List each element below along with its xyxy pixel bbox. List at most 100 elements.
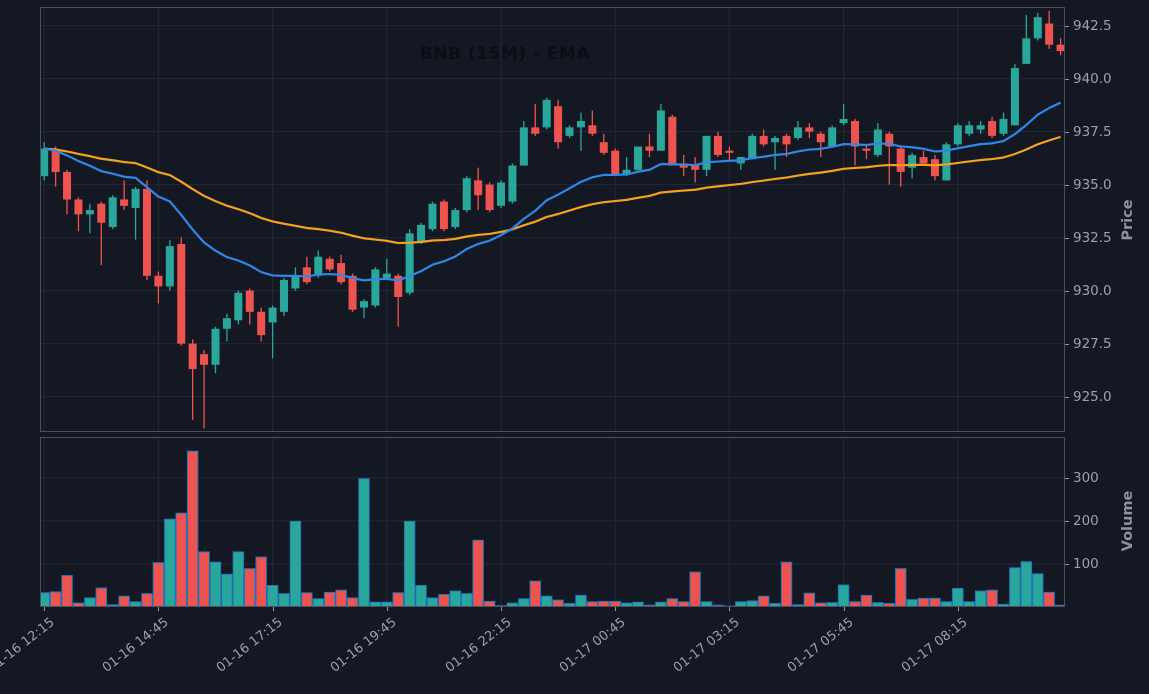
candle-body xyxy=(828,127,837,147)
volume-bar xyxy=(449,590,462,607)
x-tick-label: 01-16 12:15 xyxy=(0,615,58,676)
candle-body xyxy=(439,201,448,230)
volume-bar xyxy=(529,580,541,607)
candle-body xyxy=(725,150,734,153)
candle-body xyxy=(839,118,848,124)
volume-panel-border xyxy=(40,437,1065,607)
ema-fast-line xyxy=(43,101,1062,282)
price-tick-label: 942.5 xyxy=(1073,17,1112,34)
candle-body xyxy=(1056,44,1065,52)
volume-bar xyxy=(837,584,850,607)
x-tick-label: 01-17 05:45 xyxy=(785,615,857,676)
price-tick-label: 940.0 xyxy=(1073,70,1112,87)
candle-body xyxy=(1010,68,1019,126)
volume-bar xyxy=(757,595,770,607)
x-tick-label: 01-16 19:45 xyxy=(328,615,401,676)
candle-body xyxy=(771,138,780,143)
candle-body xyxy=(417,224,426,242)
candle-body xyxy=(177,243,186,344)
candle-body xyxy=(862,148,871,151)
candle-body xyxy=(599,142,608,153)
volume-bar xyxy=(518,598,530,607)
candle-body xyxy=(211,328,220,365)
volume-bar xyxy=(186,450,199,607)
candle-body xyxy=(63,171,72,200)
volume-bar xyxy=(415,584,427,607)
volume-bar xyxy=(1043,591,1055,607)
volume-bar xyxy=(95,587,107,607)
candle-body xyxy=(634,146,643,170)
volume-tick-mark xyxy=(1065,563,1069,565)
x-tick-mark xyxy=(615,607,617,611)
price-panel-border xyxy=(40,7,1065,432)
volume-bar xyxy=(974,590,987,607)
candle-body xyxy=(120,199,129,206)
candle-body xyxy=(451,210,460,228)
candle-body xyxy=(702,135,711,170)
candle-body xyxy=(885,133,894,147)
candle-body xyxy=(588,125,597,134)
candle-body xyxy=(165,246,174,287)
volume-bar xyxy=(986,589,998,607)
volume-bar xyxy=(689,571,701,607)
volume-panel xyxy=(40,437,1065,607)
volume-bar xyxy=(346,597,359,607)
candle-body xyxy=(896,148,905,172)
volume-bar xyxy=(232,551,245,607)
ema-slow-line xyxy=(44,135,1061,245)
candle-body xyxy=(268,307,277,323)
volume-bar xyxy=(632,601,644,607)
candle-body xyxy=(691,165,700,170)
volume-tick-mark xyxy=(1065,520,1069,522)
volume-tick-label: 300 xyxy=(1073,469,1099,486)
volume-bar xyxy=(403,520,416,607)
volume-bar xyxy=(598,600,610,607)
x-tick-mark xyxy=(44,607,46,611)
candle-body xyxy=(542,99,551,128)
volume-bar xyxy=(655,601,667,607)
candle-body xyxy=(280,280,289,312)
candle-body xyxy=(85,210,94,215)
candle-body xyxy=(257,311,266,336)
candle-body xyxy=(348,275,357,310)
candle-body xyxy=(371,269,380,306)
candle-body xyxy=(51,150,60,172)
volume-bar xyxy=(118,595,130,607)
candle-body xyxy=(622,169,631,175)
volume-bar xyxy=(792,604,804,607)
volume-bar xyxy=(803,592,816,607)
candle-body xyxy=(131,188,140,208)
volume-bar xyxy=(552,599,564,607)
volume-bar xyxy=(815,602,827,607)
volume-bar xyxy=(152,562,165,607)
candle-body xyxy=(497,182,505,206)
candle-body xyxy=(1022,38,1031,64)
x-tick-mark xyxy=(729,607,731,611)
candle-body xyxy=(108,197,117,228)
candle-body xyxy=(668,116,677,166)
candle-body xyxy=(748,135,757,160)
price-axis-title: Price xyxy=(1120,199,1136,241)
candle-body xyxy=(999,118,1008,134)
candle-body xyxy=(942,144,951,181)
volume-tick-label: 100 xyxy=(1073,555,1099,572)
candle-body xyxy=(965,125,974,134)
x-tick-label: 01-16 17:15 xyxy=(214,615,286,676)
volume-bar xyxy=(860,594,873,607)
volume-bar xyxy=(620,602,633,607)
volume-bar xyxy=(426,597,439,607)
x-tick-label: 01-16 22:15 xyxy=(442,615,515,676)
candle-body xyxy=(154,275,163,287)
volume-bar xyxy=(575,594,587,607)
price-panel xyxy=(40,7,1065,432)
volume-bar xyxy=(278,593,290,607)
price-tick-mark xyxy=(1065,237,1069,239)
candle-body xyxy=(554,106,563,143)
candle-body xyxy=(97,203,106,223)
candle-body xyxy=(485,184,494,211)
volume-bar xyxy=(952,587,964,607)
volume-bar xyxy=(472,539,484,607)
candle-body xyxy=(405,233,414,293)
candle-body xyxy=(645,146,654,151)
